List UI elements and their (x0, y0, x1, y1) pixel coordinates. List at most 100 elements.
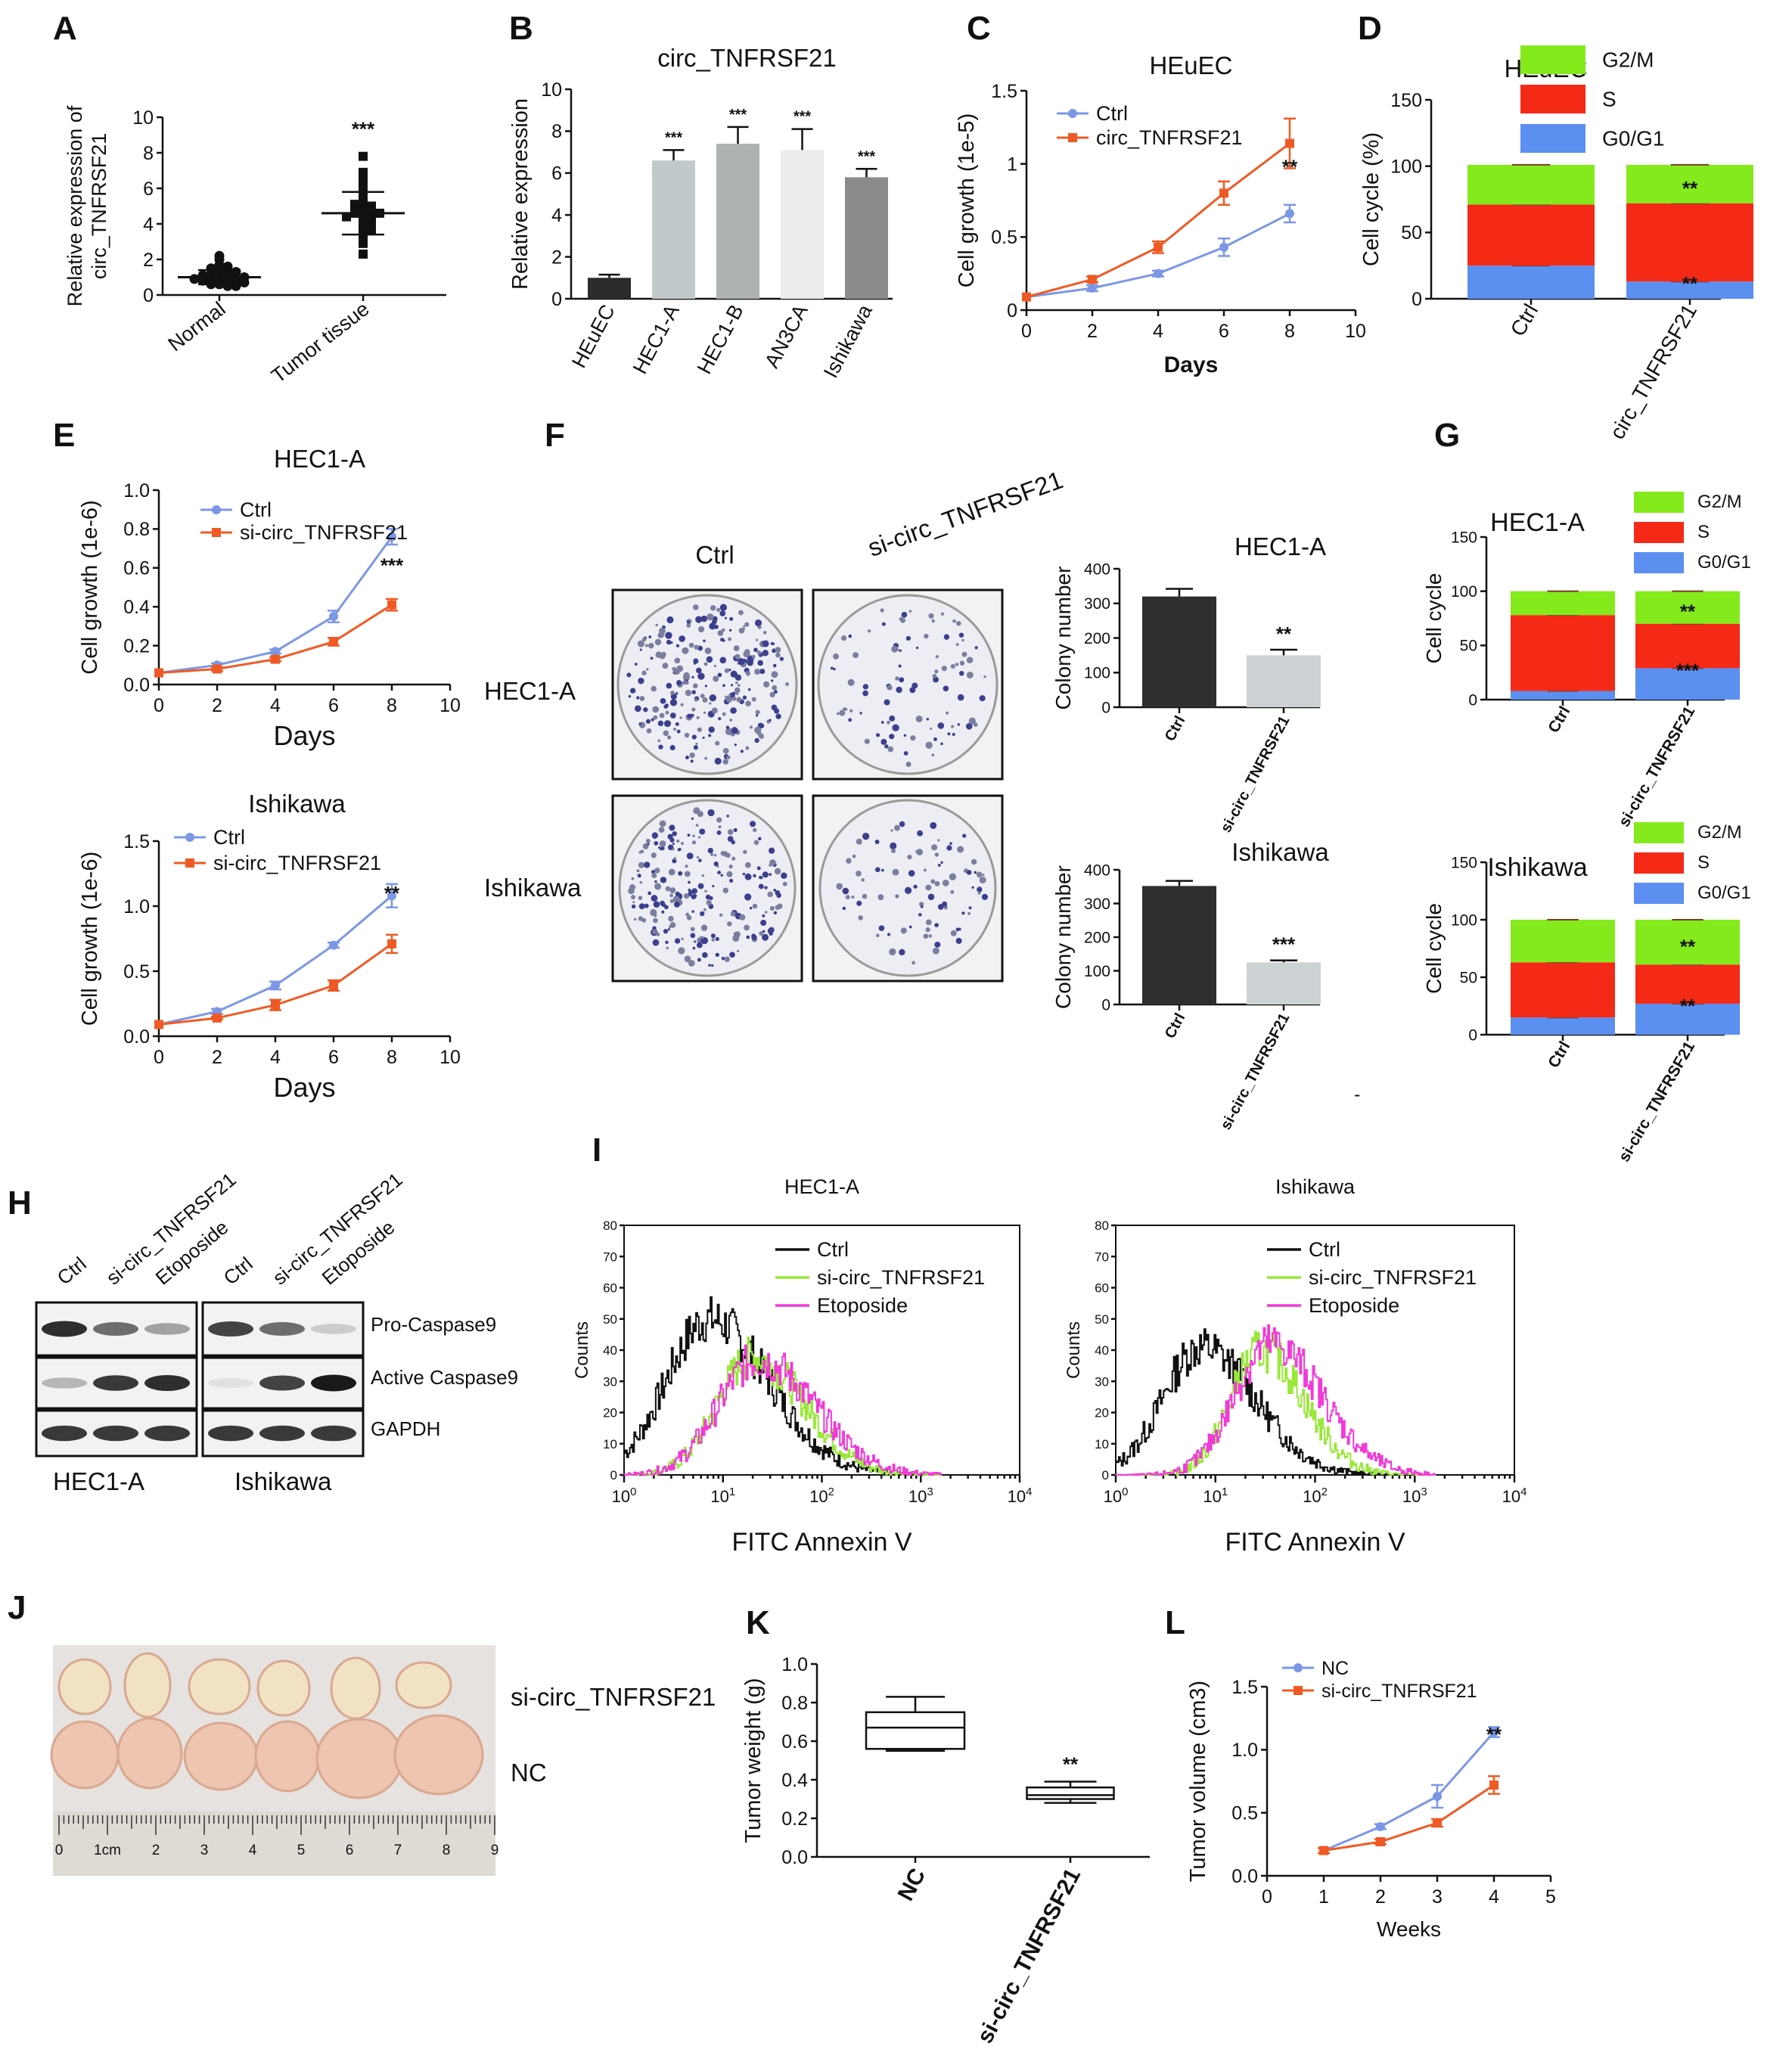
colony-dot (754, 669, 761, 675)
blot-band (93, 1425, 138, 1442)
colony-dot (887, 720, 890, 725)
g-extra-mark: - (1354, 1084, 1360, 1105)
colony-dot (728, 629, 732, 632)
colony-dot (932, 673, 937, 678)
colony-dot (676, 839, 680, 843)
colony-dot (923, 933, 929, 939)
colony-dot (881, 868, 884, 872)
data-point (1376, 1837, 1385, 1846)
colony-dot (658, 827, 665, 834)
significance-label: *** (380, 554, 404, 577)
colony-dot (675, 891, 680, 897)
colony-dot (927, 893, 935, 901)
tumor (254, 1720, 321, 1793)
y-axis-label: Relative expression (508, 98, 533, 290)
y-tick-label: 0 (610, 1468, 617, 1482)
x-tick-label: HEuEC (567, 301, 620, 372)
colony-dot (754, 619, 762, 627)
x-tick-label: 10 (439, 1047, 461, 1068)
h-lane-ctrl: Ctrl (219, 1253, 257, 1290)
colony-dot (680, 703, 684, 706)
colony-dot (932, 947, 939, 955)
colony-dot (637, 874, 641, 878)
chart-l: 0.0 0.5 1.0 1.5 Tumor volume (cm3) 0 1 2 3 4 5 Week… (1186, 1658, 1556, 1941)
y-tick-label: 400 (1084, 560, 1110, 578)
legend-label: Etoposide (817, 1294, 908, 1317)
tumor (256, 1659, 311, 1717)
colony-dot (840, 635, 847, 641)
colony-dot (659, 820, 666, 827)
colony-dot (700, 938, 705, 943)
significance-label: *** (665, 129, 683, 146)
colony-dot (947, 732, 951, 736)
legend-swatch (1634, 822, 1684, 843)
colony-dot (729, 616, 734, 621)
data-point (359, 167, 368, 177)
x-tick-label: 2 (212, 695, 222, 716)
legend-label: NC (1321, 1658, 1349, 1679)
ruler-label: 3 (200, 1843, 209, 1858)
colony-dot (949, 842, 952, 845)
y-tick-label: 1.5 (991, 81, 1017, 102)
y-tick-label: 0 (1101, 996, 1110, 1014)
legend-marker (212, 528, 221, 537)
colony-dot (961, 638, 964, 642)
h-cell-ishikawa: Ishikawa (234, 1467, 332, 1495)
x-tick-label: 103 (1402, 1486, 1427, 1506)
colony-dot (769, 873, 772, 876)
colony-dot (722, 759, 728, 765)
colony-dot (715, 740, 720, 746)
colony-dot (690, 933, 696, 939)
x-tick-label: 2 (212, 1047, 222, 1068)
data-point (387, 532, 396, 542)
ruler-label: 4 (249, 1843, 257, 1858)
colony-dot (887, 746, 894, 753)
f-col-si: si-circ_TNFRSF21 (864, 465, 1067, 562)
colony-dot (727, 836, 734, 843)
colony-dot (666, 616, 674, 624)
colony-dot (729, 878, 734, 883)
colony-dot (775, 647, 781, 654)
colony-dot (651, 718, 654, 722)
colony-dot (958, 927, 961, 931)
ruler-label: 7 (394, 1843, 402, 1858)
colony-dot (862, 833, 870, 840)
colony-dot (775, 652, 781, 658)
colony-dot (650, 908, 657, 917)
colony-dot (638, 862, 644, 868)
colony-dot (728, 637, 732, 641)
data-point (1022, 292, 1031, 302)
y-tick-label: 10 (603, 1437, 617, 1451)
colony-dot (691, 707, 696, 712)
colony-dot (905, 635, 912, 641)
colony-dot (946, 845, 952, 851)
blot-band (144, 1375, 190, 1391)
y-tick-label: 40 (1095, 1343, 1109, 1358)
y-tick-label: 50 (1095, 1312, 1109, 1327)
colony-dot (678, 947, 685, 955)
y-tick-label: 0.5 (1231, 1802, 1258, 1824)
colony-dot (952, 732, 955, 737)
colony-dot (968, 717, 976, 725)
colony-dot (722, 747, 729, 754)
f-row-ishikawa: Ishikawa (484, 874, 582, 902)
colony-dot (669, 712, 676, 719)
colony-dot (839, 709, 846, 716)
colony-dot (719, 657, 727, 664)
colony-dot (755, 638, 759, 641)
colony-dot (631, 904, 636, 909)
tumor (50, 1720, 120, 1790)
colony-dot (774, 708, 780, 714)
x-tick-label: 8 (1284, 321, 1295, 342)
chart-title: HEC1-A (274, 445, 365, 473)
colony-dot (685, 681, 689, 685)
colony-dot (722, 684, 725, 688)
colony-dot (683, 893, 690, 899)
colony-dot (647, 843, 650, 846)
colony-dot (861, 878, 865, 882)
colony-dot (691, 893, 694, 896)
colony-dot (979, 876, 986, 884)
colony-dot (836, 712, 840, 716)
panel-letter-e: E (53, 417, 75, 454)
colony-dot (686, 623, 691, 628)
